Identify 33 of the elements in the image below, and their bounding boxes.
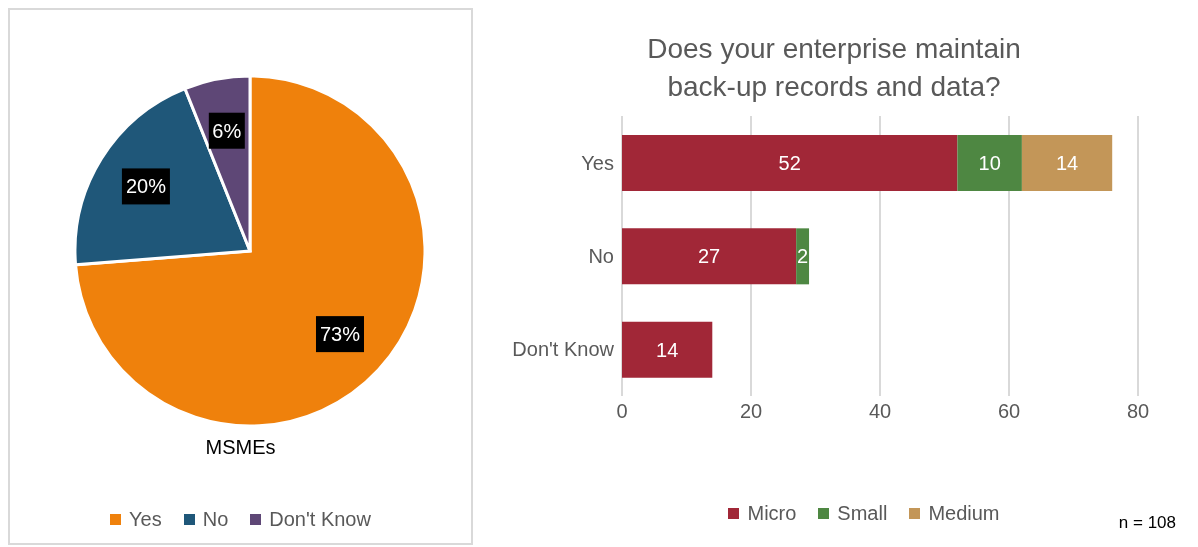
text: n = 108 bbox=[1118, 513, 1176, 533]
legend-label: Don't Know bbox=[268, 508, 371, 531]
data-label: 27 bbox=[697, 245, 721, 268]
x-tick-label: 60 bbox=[997, 400, 1021, 423]
bar bbox=[796, 228, 810, 285]
chart-title: Does your enterprise maintain back-up records and data? bbox=[646, 32, 1022, 104]
legend-label: Yes bbox=[128, 508, 162, 531]
data-label: 52 bbox=[778, 152, 801, 175]
legend-label: No bbox=[201, 508, 229, 531]
data-label: 20% bbox=[125, 175, 167, 198]
data-label: 10 bbox=[978, 152, 1001, 175]
data-label: 6% bbox=[212, 119, 242, 142]
x-tick-label: 40 bbox=[868, 400, 892, 423]
y-tick-label: Don't Know bbox=[512, 338, 615, 361]
data-label: 14 bbox=[656, 338, 679, 361]
text: MSMEs bbox=[204, 436, 277, 459]
data-label: 73% bbox=[319, 323, 361, 346]
bar bbox=[957, 135, 1022, 191]
y-tick-label: No bbox=[588, 245, 614, 268]
data-label: 14 bbox=[1055, 152, 1079, 175]
data-label: 2 bbox=[797, 245, 809, 268]
y-tick-label: Yes bbox=[581, 151, 614, 174]
pie-slice bbox=[74, 74, 427, 428]
bar bbox=[622, 228, 797, 285]
x-tick-label: 80 bbox=[1126, 400, 1150, 423]
x-tick-label: 0 bbox=[616, 400, 628, 423]
legend-label: Micro bbox=[746, 502, 797, 525]
legend-label: Small bbox=[836, 502, 888, 525]
bar bbox=[622, 321, 713, 378]
bar bbox=[1021, 135, 1113, 191]
x-tick-label: 20 bbox=[739, 400, 763, 423]
legend-label: Medium bbox=[927, 502, 1000, 525]
bar bbox=[622, 135, 958, 191]
